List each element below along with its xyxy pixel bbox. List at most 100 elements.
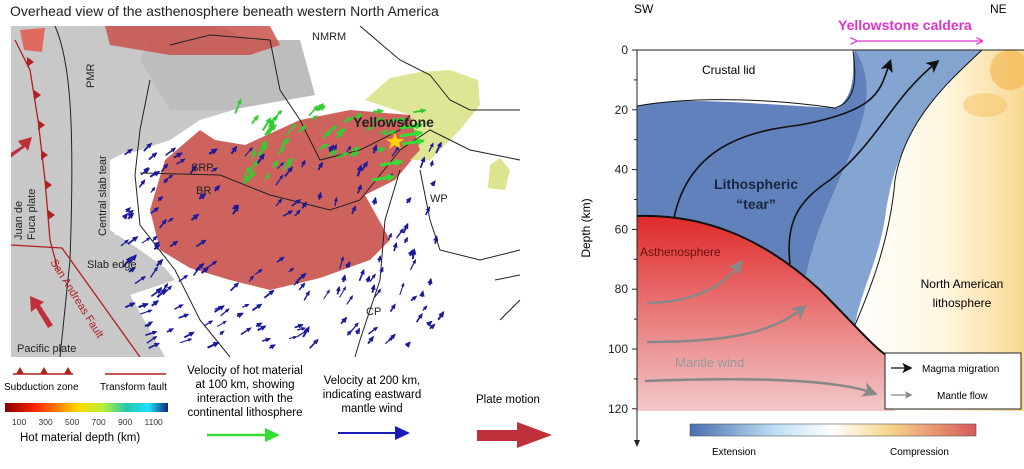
blue-arrow-legend-head (395, 426, 410, 440)
blue-velocity-arrow-head (169, 217, 174, 222)
green-velocity-arrow-head (272, 159, 279, 167)
green-velocity-arrow-head (265, 117, 272, 124)
blue-velocity-arrow-head (208, 320, 214, 325)
blue-velocity-arrow-head (371, 273, 376, 279)
green-velocity-arrow-head (282, 137, 290, 145)
green-velocity-arrow-head (251, 148, 256, 156)
blue-velocity-arrow-head (231, 145, 238, 153)
blue-velocity-arrow-head (341, 316, 348, 324)
green-velocity-arrow-head (382, 130, 389, 135)
blue-velocity-arrow-head (328, 144, 335, 152)
blue-velocity-arrow-head (360, 268, 365, 275)
blue-velocity-arrow-head (344, 261, 351, 268)
green-arrow-legend-head (265, 428, 280, 442)
blue-velocity-arrow-head (248, 146, 253, 152)
depth-tick-label: 0 (621, 43, 628, 57)
colorbar-compression-label: Compression (890, 447, 949, 458)
blue-velocity-arrow-head (168, 328, 175, 333)
green-arrow-legend-line-text: at 100 km, showing (195, 379, 294, 391)
legend-magma-migration: Magma migration (922, 364, 999, 375)
blue-velocity-arrows (120, 141, 445, 350)
subduction-tooth (27, 57, 34, 67)
green-velocity-arrow-head (312, 115, 318, 120)
green-velocity-arrow-head (253, 114, 259, 121)
blue-velocity-arrow-head (160, 288, 167, 295)
blue-velocity-arrow-head (170, 147, 177, 153)
green-velocity-arrow-head (265, 172, 270, 179)
green-velocity-arrow-head (270, 124, 276, 131)
blue-velocity-arrow-head (151, 152, 158, 158)
depth-tick: 1100 (145, 417, 164, 427)
blue-velocity-arrow-head (333, 196, 338, 202)
asthenosphere-region (637, 215, 895, 411)
label-wp: WP (430, 193, 448, 205)
blue-velocity-arrow-head (219, 330, 225, 336)
blue-velocity-arrow-head (278, 256, 285, 262)
green-velocity-arrow-head (369, 126, 375, 131)
blue-velocity-arrow-head (347, 145, 352, 151)
label-sw: SW (634, 2, 654, 16)
legend-subduction-zone: Subduction zone (4, 382, 79, 393)
depth-tick: 100 (12, 417, 26, 427)
label-ne: NE (990, 2, 1007, 16)
blue-velocity-arrow-head (218, 305, 225, 311)
label-pacific-plate: Pacific plate (17, 343, 76, 355)
blue-velocity-arrow-head (191, 164, 197, 171)
green-velocity-arrow-head (356, 113, 362, 118)
blue-velocity-arrow-head (233, 204, 239, 210)
magma-migration-arrow-1 (673, 58, 893, 219)
blue-velocity-arrow-head (411, 295, 418, 301)
blue-velocity-arrow-head (433, 235, 439, 242)
blue-velocity-arrow-head (357, 184, 362, 191)
blue-velocity-arrow-head (153, 207, 160, 213)
blue-velocity-arrow-head (163, 282, 169, 289)
blue-velocity-arrow-head (192, 213, 200, 220)
blue-velocity-arrow-head (148, 321, 154, 326)
blue-velocity-arrow-head (277, 198, 283, 204)
green-arrow-legend-line-text: Velocity of hot material (187, 365, 303, 377)
depth-tick-label: 40 (615, 163, 629, 177)
subduction-tooth (41, 150, 48, 160)
green-velocity-arrow-head (342, 152, 349, 158)
depth-tick-label: 60 (615, 222, 629, 236)
blue-velocity-arrow-head (436, 141, 442, 148)
blue-velocity-arrow-head (403, 222, 409, 230)
green-velocity-arrow-head (260, 140, 268, 147)
blue-velocity-arrow-head (351, 205, 356, 212)
green-velocity-arrow-head (392, 117, 398, 122)
label-juan-de-fuca-2: Fuca plate (26, 189, 38, 240)
blue-velocity-arrow-head (280, 162, 285, 167)
green-velocity-arrow-head (245, 166, 251, 173)
green-velocity-arrow-head (420, 108, 427, 114)
depth-tick: 900 (118, 417, 132, 427)
map-legend: Subduction zone Transform fault 100 300 50… (4, 365, 552, 448)
blue-velocity-arrow-head (294, 279, 300, 285)
blue-velocity-arrow-head (341, 274, 347, 281)
label-north-american-1: North American (921, 277, 1004, 291)
blue-velocity-arrow-head (429, 180, 436, 187)
blue-velocity-arrow-head (301, 159, 306, 166)
label-crustal-lid: Crustal lid (702, 63, 755, 77)
blue-velocity-arrow-head (340, 256, 344, 261)
blue-velocity-arrow-head (419, 290, 425, 297)
blue-velocity-arrow-head (301, 201, 308, 208)
legend-depth-label: Hot material depth (km) (20, 432, 140, 444)
blue-velocity-arrow-head (146, 323, 152, 328)
blue-velocity-arrow-head (212, 167, 219, 172)
label-asthenosphere: Asthenosphere (640, 245, 721, 259)
section-legend (884, 352, 1022, 410)
blue-velocity-arrow-head (156, 258, 164, 266)
blue-velocity-arrow-head (167, 285, 173, 291)
label-central-slab-tear: Central slab tear (97, 155, 109, 236)
blue-velocity-arrow-head (140, 179, 146, 185)
blue-velocity-arrow-head (146, 237, 151, 242)
hot-material-north (105, 26, 280, 55)
blue-velocity-arrow-head (368, 335, 375, 343)
blue-velocity-arrow-head (222, 320, 227, 325)
blue-velocity-arrow-head (317, 191, 323, 198)
label-north-american-2: lithosphere (933, 296, 992, 310)
blue-velocity-arrow-head (127, 148, 134, 154)
green-velocity-arrow-head (378, 147, 386, 154)
label-juan-de-fuca-1: Juan de (13, 201, 25, 240)
